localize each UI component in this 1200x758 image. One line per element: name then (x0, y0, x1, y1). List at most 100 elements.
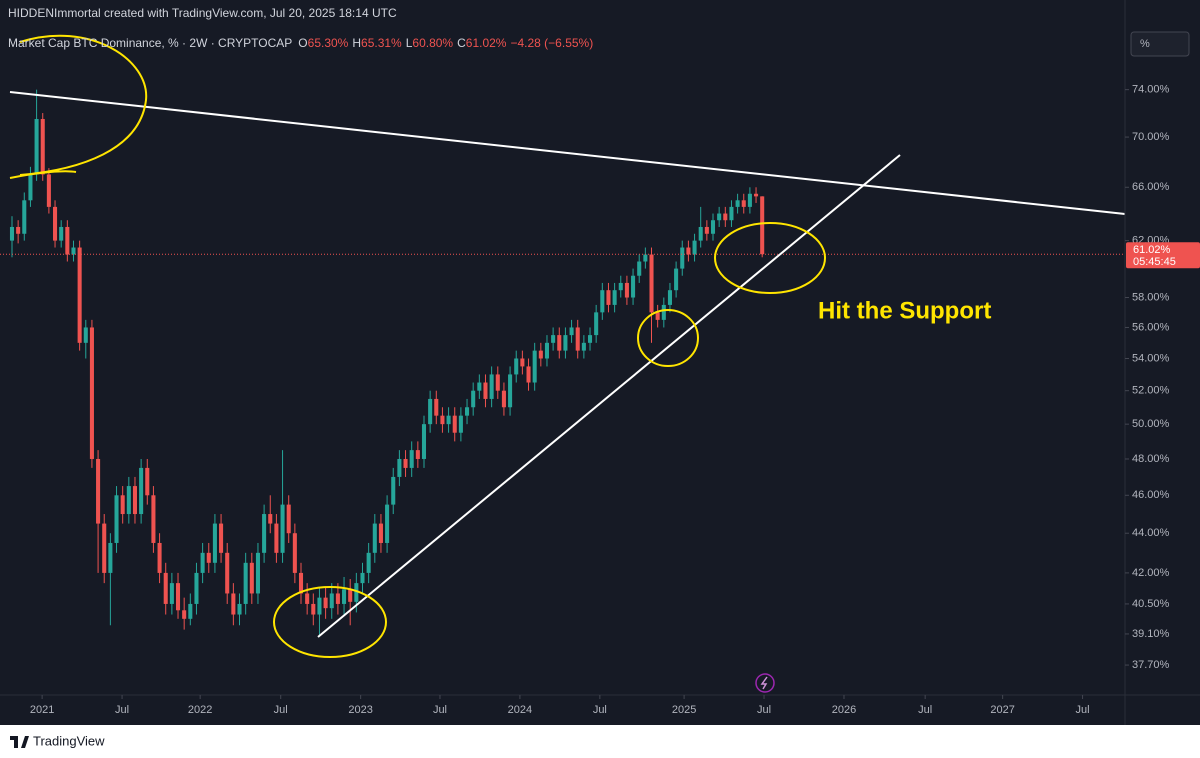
y-tick-label: 70.00% (1132, 131, 1170, 143)
y-tick-label: 58.00% (1132, 291, 1170, 303)
x-tick-label: Jul (593, 704, 607, 716)
y-tick-label: 48.00% (1132, 453, 1170, 465)
legend-item: −4.28 (−6.55%) (510, 36, 593, 50)
candle-body (151, 495, 156, 543)
legend: Market Cap BTC Dominance, % · 2W · CRYPT… (8, 36, 593, 50)
x-tick-label: Jul (115, 704, 129, 716)
candle-body (557, 335, 562, 351)
scale-button[interactable] (1130, 31, 1190, 57)
highlight-circle (637, 309, 699, 367)
legend-item: 61.02% (466, 36, 507, 50)
candle-body (385, 504, 390, 543)
legend-item: H (352, 36, 361, 50)
candle-body (686, 247, 691, 255)
last-price-label: 61.02% (1133, 244, 1171, 256)
candle-body (360, 572, 365, 584)
candle-body (532, 350, 537, 383)
y-tick-label: 44.00% (1132, 527, 1170, 539)
y-tick-label: 50.00% (1132, 418, 1170, 430)
candle-body (458, 415, 463, 433)
candle-body (89, 327, 94, 459)
candle-body (674, 268, 679, 291)
candle-body (483, 382, 488, 399)
y-tick-label: 54.00% (1132, 352, 1170, 364)
candle-body (544, 342, 550, 359)
candle-body (710, 220, 716, 234)
legend-item: Market Cap BTC Dominance, % · 2W · CRYPT… (8, 36, 292, 50)
x-tick-label: 2024 (508, 704, 532, 716)
candle-body (243, 562, 248, 604)
candle-body (421, 424, 427, 459)
resistance-trendline (9, 91, 1126, 215)
legend-item: L (406, 36, 413, 50)
scale-button-label[interactable]: % (1140, 38, 1150, 50)
candle-body (348, 589, 353, 602)
candle-body (434, 398, 439, 416)
footer-brand: TradingView (33, 733, 105, 748)
candle-body (409, 450, 414, 468)
candle-body (188, 603, 193, 619)
candle-body (704, 226, 709, 234)
candle-body (292, 533, 297, 573)
x-tick-label: Jul (433, 704, 447, 716)
watermark: HIDDENImmortal created with TradingView.… (8, 6, 397, 20)
candle-body (372, 523, 377, 553)
x-tick-label: Jul (757, 704, 771, 716)
last-price-box (1126, 242, 1200, 269)
candle-body (311, 603, 316, 615)
candle-body (108, 542, 113, 573)
y-tick-label: 46.00% (1132, 489, 1170, 501)
candle-body (680, 247, 685, 269)
x-tick-label: Jul (918, 704, 932, 716)
event-icon[interactable] (755, 673, 775, 693)
candle-body (34, 118, 39, 175)
candle-body (102, 523, 107, 573)
candle-body (606, 290, 611, 305)
legend-item: 65.30% (308, 36, 349, 50)
candle-body (96, 458, 101, 524)
highlight-circle (273, 586, 387, 658)
candle-body (508, 374, 513, 408)
candle-body (317, 597, 322, 615)
event-icon-bolt (760, 676, 768, 690)
candle-body (194, 572, 199, 604)
y-tick-label: 52.00% (1132, 385, 1170, 397)
candle-body (735, 200, 740, 207)
candle-body (581, 342, 586, 351)
y-tick-label: 56.00% (1132, 321, 1170, 333)
candle-body (569, 327, 574, 336)
candle-body (46, 174, 51, 207)
candle-body (612, 290, 617, 305)
candle-body (9, 226, 15, 241)
x-tick-label: 2022 (188, 704, 212, 716)
candle-body (237, 603, 242, 615)
candle-body (212, 523, 217, 563)
candle-body (717, 213, 722, 221)
candle-body (305, 593, 310, 604)
candle-body (249, 562, 254, 594)
candle-body (262, 514, 267, 553)
candle-body (77, 247, 82, 343)
candle-body (723, 213, 728, 221)
legend-item: 65.31% (361, 36, 402, 50)
highlight-circle (714, 222, 826, 294)
candle-body (397, 458, 402, 477)
legend-item: O (298, 36, 307, 50)
candle-body (182, 610, 187, 619)
candle-body (40, 118, 45, 175)
candle-body (231, 593, 236, 615)
candle-body (83, 327, 88, 343)
candle-body (59, 226, 64, 241)
y-tick-label: 42.00% (1132, 567, 1170, 579)
y-tick-label: 66.00% (1132, 181, 1170, 193)
candle-body (335, 593, 340, 604)
candle-body (440, 415, 445, 425)
candle-body (126, 486, 131, 515)
candle-body (655, 312, 660, 320)
candle-body (594, 312, 599, 336)
candle-body (132, 486, 138, 515)
x-tick-label: 2023 (348, 704, 372, 716)
candle-body (225, 552, 230, 594)
candle-body (163, 572, 168, 604)
y-tick-label: 40.50% (1132, 598, 1170, 610)
